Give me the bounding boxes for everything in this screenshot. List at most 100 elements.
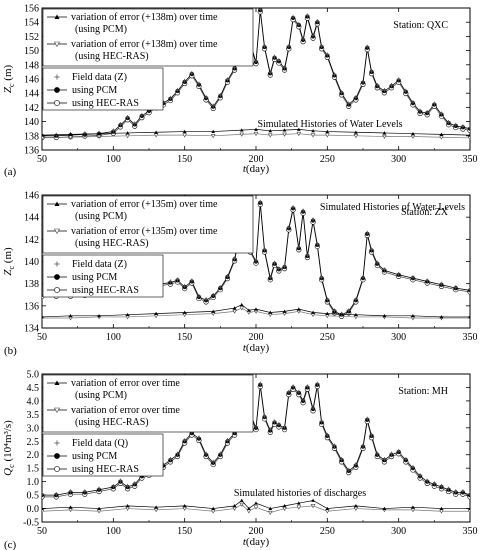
error-pcm-point xyxy=(211,506,215,510)
field-data-point xyxy=(360,79,366,84)
panel-label: (b) xyxy=(4,345,17,357)
y-tick-label: -0.5 xyxy=(23,518,39,529)
y-tick-label: 152 xyxy=(24,32,39,43)
field-data-point xyxy=(125,483,130,489)
error-pcm-point xyxy=(468,506,470,510)
field-data-point xyxy=(310,405,316,411)
y-tick-label: 3.0 xyxy=(27,423,40,434)
legend-triangle-up-marker xyxy=(54,14,60,19)
legend-label: using PCM xyxy=(72,85,117,96)
field-data-point xyxy=(332,308,337,313)
field-data-point xyxy=(272,54,277,60)
field-data-point xyxy=(315,241,320,247)
error-pcm-point xyxy=(382,131,387,135)
error-pcm-point xyxy=(154,311,158,316)
field-data-point xyxy=(439,111,444,116)
field-data-point xyxy=(282,65,287,70)
y-tick-label: 0.5 xyxy=(27,491,40,502)
field-data-point xyxy=(290,384,296,389)
panel-label: (a) xyxy=(4,166,17,178)
field-data-point xyxy=(175,88,180,93)
field-data-point xyxy=(118,122,123,127)
field-data-point xyxy=(225,77,230,82)
field-data-point xyxy=(325,432,330,438)
field-data-point xyxy=(196,435,202,440)
field-data-point xyxy=(225,438,230,443)
field-data-point xyxy=(168,457,173,462)
y-tick-label: 1.5 xyxy=(27,464,40,475)
error-hecras-point xyxy=(310,504,316,509)
field-data-point xyxy=(139,112,145,118)
field-data-point xyxy=(182,78,187,84)
x-tick-label: 350 xyxy=(463,154,478,165)
field-data-point xyxy=(439,281,444,287)
field-data-point xyxy=(203,451,209,457)
legend-label-line2: (using PCM) xyxy=(75,211,127,222)
x-tick-label: 200 xyxy=(249,526,264,537)
field-data-point xyxy=(111,483,116,489)
y-tick-label: 142 xyxy=(24,103,39,114)
error-pcm-point xyxy=(68,132,73,136)
annotation-text: Simulated histories of discharges xyxy=(234,488,366,499)
error-hecras-point xyxy=(210,134,216,139)
legend-triangle-down-marker xyxy=(53,228,61,235)
field-data-point xyxy=(262,247,267,252)
field-data-point xyxy=(417,473,423,478)
y-tick-label: 4.0 xyxy=(27,396,40,407)
field-data-point xyxy=(300,208,306,214)
error-pcm-point xyxy=(411,505,415,509)
legend-filled-circle-marker xyxy=(54,274,60,280)
error-pcm-point xyxy=(439,506,444,510)
station-label: Station: MH xyxy=(398,386,448,397)
field-data-point xyxy=(365,230,370,236)
field-data-point xyxy=(439,483,444,489)
legend-label-line2: (using PCM) xyxy=(75,24,127,35)
y-tick-label: 150 xyxy=(24,46,39,57)
error-pcm-point xyxy=(211,129,215,133)
field-data-point xyxy=(360,443,366,448)
field-data-point xyxy=(339,457,344,462)
error-pcm-point xyxy=(325,129,330,133)
error-pcm-point xyxy=(382,314,387,318)
chart-panel-1: 50 100 150 200 250 300 350 136 138 140 142 144 146 14… xyxy=(2,4,478,179)
field-data-point xyxy=(346,467,351,473)
y-tick-label: 146 xyxy=(24,75,39,86)
field-data-point xyxy=(425,478,430,483)
station-label: Station: ZX xyxy=(401,207,449,218)
legend-bottom: Field data (Q) using PCM using HEC-RAS xyxy=(42,433,164,477)
field-data-point xyxy=(300,36,306,42)
field-data-point xyxy=(346,308,351,313)
error-pcm-point xyxy=(268,310,273,314)
field-data-point xyxy=(96,486,102,492)
field-data-point xyxy=(54,492,59,497)
field-data-point xyxy=(211,292,216,298)
legend-top: variation of error (+138m) over time(usi… xyxy=(42,8,254,67)
error-pcm-point xyxy=(239,302,244,307)
field-data-point xyxy=(218,92,223,98)
error-pcm-point xyxy=(247,308,251,312)
field-data-point xyxy=(339,90,344,95)
error-pcm-point xyxy=(254,501,258,505)
field-data-point xyxy=(315,19,320,24)
field-data-point xyxy=(375,260,380,266)
y-tick-label: 3.5 xyxy=(27,410,40,421)
field-data-point xyxy=(319,419,324,424)
field-data-point xyxy=(325,52,330,57)
field-data-point xyxy=(460,124,466,129)
y-tick-label: 144 xyxy=(24,89,39,100)
error-hecras-point xyxy=(182,133,187,138)
error-hecras-point xyxy=(246,509,252,514)
field-data-point xyxy=(382,88,387,93)
field-data-point xyxy=(425,110,430,115)
field-data-point xyxy=(118,478,123,483)
error-pcm-point xyxy=(325,506,330,510)
field-data-point xyxy=(268,275,273,280)
error-hecras-point xyxy=(353,134,359,139)
error-pcm-point xyxy=(68,505,73,509)
y-axis-label: Zc (m) xyxy=(2,247,16,276)
x-tick-label: 300 xyxy=(391,526,406,537)
y-tick-label: 138 xyxy=(24,131,39,142)
error-pcm-point xyxy=(439,315,444,319)
field-data-point xyxy=(182,283,187,289)
error-pcm-point xyxy=(354,312,358,317)
